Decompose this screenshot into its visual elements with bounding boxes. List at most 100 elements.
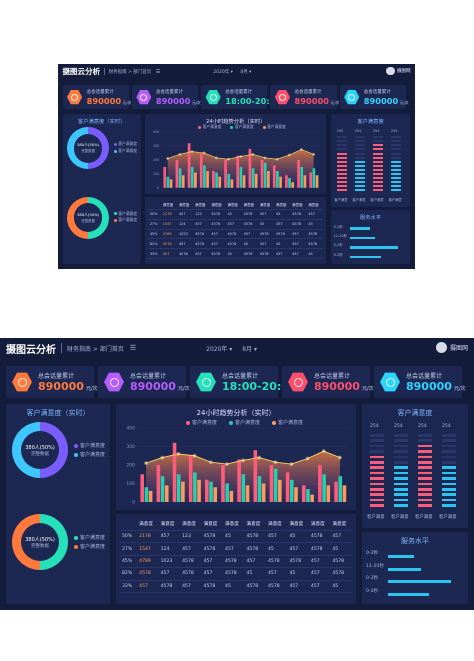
bar[interactable]: [212, 170, 216, 188]
bar[interactable]: [338, 476, 343, 502]
table-row[interactable]: 50% 2178 457 123 4578 45 4578 457 45 4578 457: [120, 530, 352, 544]
line-point[interactable]: [242, 459, 244, 462]
column-header[interactable]: 满意度: [137, 518, 159, 531]
line-point[interactable]: [338, 456, 341, 459]
line-point[interactable]: [258, 456, 261, 459]
line-point[interactable]: [145, 462, 148, 465]
bar[interactable]: [241, 474, 246, 502]
line-point[interactable]: [290, 463, 293, 466]
bar[interactable]: [170, 179, 173, 188]
bar[interactable]: [188, 455, 193, 502]
bar[interactable]: [188, 142, 191, 188]
service-bar[interactable]: [350, 246, 398, 249]
line-point[interactable]: [274, 461, 277, 464]
bar[interactable]: [218, 176, 222, 188]
line-point[interactable]: [240, 155, 242, 157]
bar[interactable]: [261, 159, 264, 188]
service-bar[interactable]: [388, 555, 414, 558]
bar[interactable]: [209, 481, 213, 502]
bar[interactable]: [179, 168, 182, 188]
bar[interactable]: [273, 165, 276, 188]
line-point[interactable]: [322, 450, 325, 453]
table-row[interactable]: 45% 4789 1023 4578 457 4578 457 4578 4578 457 4578: [148, 229, 324, 240]
bar[interactable]: [252, 168, 255, 188]
bar[interactable]: [248, 148, 252, 188]
line-point[interactable]: [193, 454, 196, 457]
column-header[interactable]: [120, 518, 138, 531]
bar[interactable]: [236, 155, 240, 188]
column-header[interactable]: 满意度: [201, 518, 224, 531]
column-header[interactable]: 满意度: [244, 518, 266, 531]
bar[interactable]: [203, 165, 207, 188]
table-row[interactable]: 33% 457 4578 457 4578 45 4578 4578 457 457 45: [120, 580, 352, 593]
bar[interactable]: [278, 479, 282, 502]
kpi-card[interactable]: 总会话量累计 890000 元/次: [374, 366, 466, 398]
line-point[interactable]: [177, 452, 180, 455]
bar[interactable]: [166, 176, 170, 188]
column-header[interactable]: 满意度: [242, 199, 259, 211]
bar[interactable]: [200, 152, 203, 188]
bar[interactable]: [285, 472, 290, 502]
menu-icon[interactable]: ☰: [129, 344, 137, 352]
column-header[interactable]: 满意度: [223, 518, 245, 531]
bar[interactable]: [245, 485, 250, 502]
column-header[interactable]: 满意度: [330, 518, 352, 531]
bar[interactable]: [309, 172, 313, 188]
kpi-card[interactable]: 总会话量累计 18:00-20:00: [190, 366, 297, 398]
bar[interactable]: [288, 177, 292, 188]
date-selector[interactable]: 2020年 ▾ 8月 ▾: [213, 69, 251, 75]
bar[interactable]: [294, 487, 298, 502]
bar[interactable]: [318, 465, 322, 502]
line-point[interactable]: [209, 461, 212, 464]
column-header[interactable]: 满意度: [290, 199, 307, 211]
line-point[interactable]: [161, 456, 164, 459]
bar[interactable]: [316, 174, 319, 188]
bar[interactable]: [237, 459, 241, 502]
kpi-card[interactable]: 总会话量累计 890000 元/次: [339, 85, 409, 110]
bar[interactable]: [140, 474, 145, 502]
table-row[interactable]: 33% 457 4578 457 4578 45 4578 4578 457 457 45: [148, 248, 324, 260]
bar[interactable]: [148, 490, 153, 502]
bar[interactable]: [213, 487, 218, 502]
kpi-card[interactable]: 总会话量累计 890000 元/次: [131, 85, 201, 110]
bar[interactable]: [300, 166, 304, 188]
bar[interactable]: [227, 173, 231, 188]
column-header[interactable]: 满意度: [177, 199, 194, 211]
bar[interactable]: [303, 174, 307, 188]
table-row[interactable]: 50% 2178 457 123 4578 45 4578 457 45 4578 457: [148, 209, 324, 220]
line-point[interactable]: [288, 154, 291, 156]
avatar[interactable]: [435, 342, 447, 353]
bar[interactable]: [253, 450, 258, 502]
date-selector[interactable]: 2020年 ▾ 8月 ▾: [206, 344, 257, 353]
kpi-card[interactable]: 总会话量累计 890000 元/次: [282, 366, 374, 398]
line-point[interactable]: [225, 463, 228, 466]
bar[interactable]: [261, 483, 266, 503]
bar[interactable]: [301, 485, 306, 502]
bar[interactable]: [334, 481, 338, 502]
breadcrumb[interactable]: 财务指南 > 部门首页: [108, 69, 152, 75]
bar[interactable]: [197, 479, 201, 502]
bar[interactable]: [191, 166, 194, 188]
column-header[interactable]: 满意度: [193, 199, 210, 211]
column-header[interactable]: 满意度: [180, 518, 202, 531]
bar[interactable]: [306, 489, 310, 502]
line-point[interactable]: [276, 158, 279, 160]
line-point[interactable]: [203, 151, 206, 154]
bar[interactable]: [269, 465, 274, 502]
bar[interactable]: [225, 483, 229, 503]
user-menu[interactable]: 摄图网: [435, 342, 468, 353]
bar[interactable]: [221, 465, 225, 502]
bar[interactable]: [273, 468, 278, 502]
line-point[interactable]: [252, 153, 254, 155]
bar[interactable]: [224, 159, 228, 188]
bar[interactable]: [172, 442, 177, 502]
kpi-card[interactable]: 总会话量累计 890000 元/次: [270, 85, 339, 110]
bar[interactable]: [289, 479, 294, 502]
bar[interactable]: [297, 159, 301, 188]
bar[interactable]: [276, 170, 280, 188]
line-point[interactable]: [313, 153, 315, 155]
line-point[interactable]: [167, 157, 169, 160]
breadcrumb[interactable]: 财务指南 > 部门首页: [67, 345, 124, 353]
bar[interactable]: [193, 472, 197, 502]
table-row[interactable]: 82% 4578 457 4578 457 4578 45 457 45 457 4578: [148, 238, 324, 250]
